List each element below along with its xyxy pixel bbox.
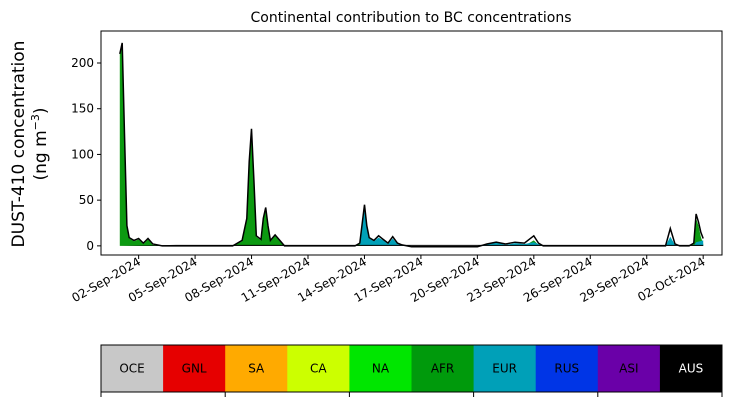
y-tick-label: 150 <box>71 102 94 116</box>
legend-label-asi: ASI <box>619 362 638 376</box>
area-eur <box>119 209 704 246</box>
total-line <box>119 42 704 248</box>
legend-swatch-gnl <box>163 345 226 392</box>
legend-label-na: NA <box>372 362 390 376</box>
y-axis-ticks: 0 50 100 150 200 <box>71 56 101 253</box>
legend-swatch-oce <box>101 345 164 392</box>
y-tick-label: 200 <box>71 56 94 70</box>
legend-swatch-sa <box>225 345 288 392</box>
legend-swatch-rus <box>535 345 599 392</box>
legend-label-sa: SA <box>248 362 265 376</box>
legend-label-eur: EUR <box>492 362 517 376</box>
legend-label-aus: AUS <box>679 362 704 376</box>
legend-label-rus: RUS <box>554 362 579 376</box>
legend-swatch-aus <box>659 345 723 392</box>
stacked-areas <box>119 44 704 246</box>
legend-label-oce: OCE <box>119 362 144 376</box>
color-legend: OCE GNL SA CA NA AFR EUR RUS ASI AUS <box>100 344 723 397</box>
y-axis-label-line1: DUST-410 concentration <box>9 41 29 248</box>
y-tick-label: 100 <box>71 147 94 161</box>
area-afr <box>119 44 704 246</box>
legend-label-ca: CA <box>310 362 327 376</box>
legend-swatch-na <box>349 345 412 392</box>
y-tick-label: 0 <box>86 239 94 253</box>
legend-label-afr: AFR <box>431 362 454 376</box>
chart-title: Continental contribution to BC concentra… <box>250 10 571 26</box>
legend-swatch-eur <box>473 345 537 392</box>
legend-frame <box>100 344 723 393</box>
plot-frame <box>100 30 723 256</box>
legend-swatch-asi <box>597 345 661 392</box>
legend-label-gnl: GNL <box>182 362 207 376</box>
y-axis-label: DUST-410 concentration (ng m−3) <box>9 41 51 248</box>
legend-swatch-afr <box>411 345 475 392</box>
legend-swatch-ca <box>287 345 350 392</box>
x-axis-ticks: 02-Sep-202405-Sep-202408-Sep-202411-Sep-… <box>69 254 707 305</box>
total-series-line <box>119 42 704 248</box>
y-tick-label: 50 <box>79 193 94 207</box>
y-axis-label-line2: (ng m−3) <box>29 107 51 180</box>
